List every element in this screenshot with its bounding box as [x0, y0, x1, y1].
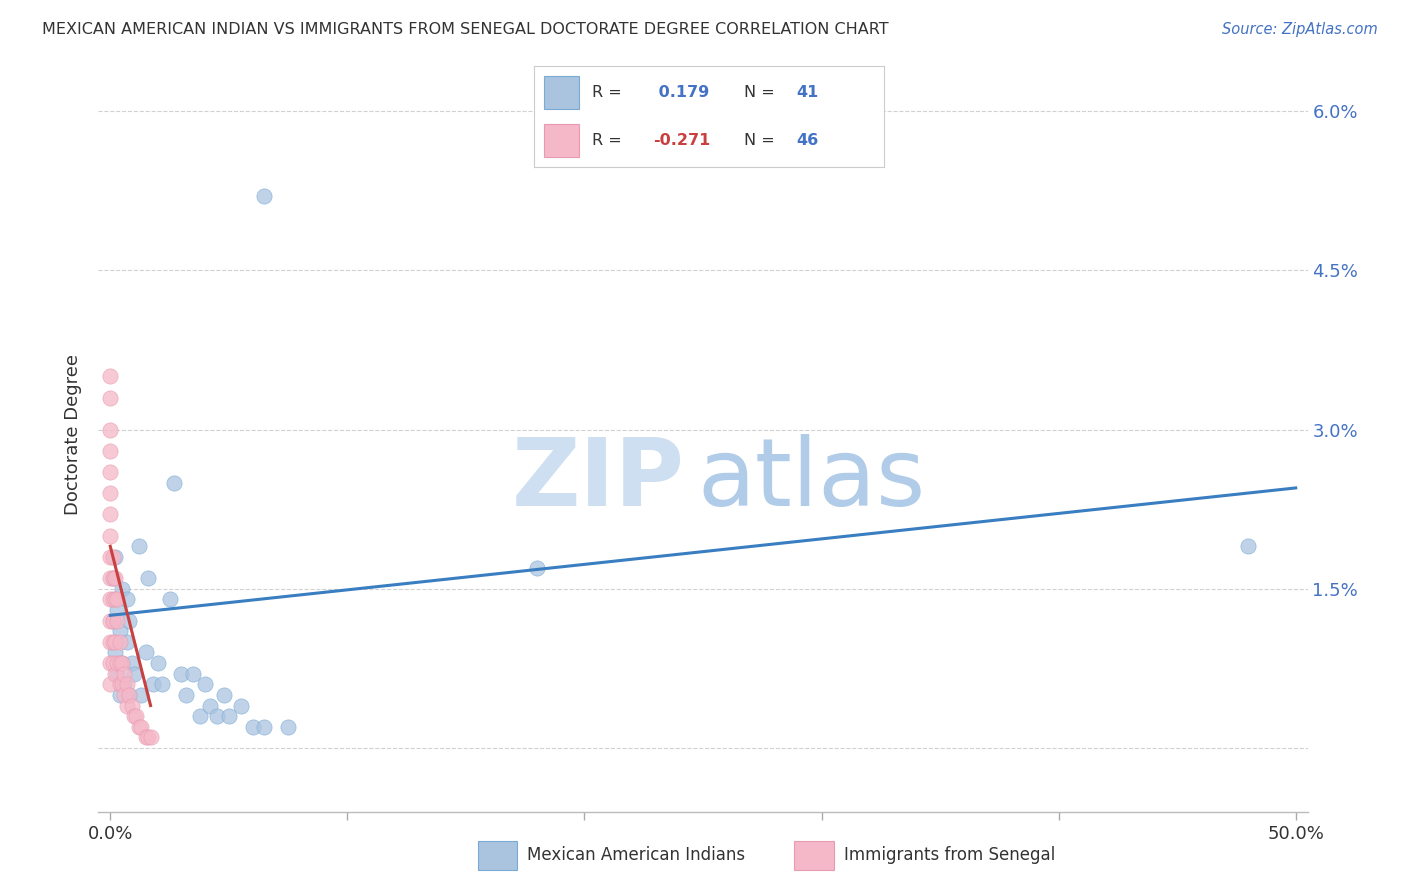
Point — [181, 666, 204, 681]
Point — [98, 508, 121, 522]
Point — [98, 369, 121, 384]
Point — [101, 614, 124, 628]
Point — [105, 603, 128, 617]
Point — [114, 666, 136, 681]
Point — [111, 656, 134, 670]
Text: ZIP: ZIP — [512, 434, 685, 526]
Point — [111, 582, 134, 596]
Point — [115, 698, 138, 713]
Point — [111, 677, 134, 691]
Point — [101, 592, 124, 607]
Point — [198, 698, 221, 713]
Point — [163, 475, 186, 490]
Point — [98, 656, 121, 670]
Point — [115, 592, 138, 607]
Point — [98, 443, 121, 458]
Point — [104, 645, 127, 659]
Point — [114, 688, 136, 702]
Point — [111, 656, 134, 670]
Point — [98, 592, 121, 607]
Point — [135, 645, 157, 659]
Point — [159, 592, 181, 607]
Point — [108, 635, 131, 649]
Point — [146, 656, 169, 670]
Point — [170, 666, 193, 681]
Point — [1237, 539, 1260, 553]
Point — [104, 635, 127, 649]
Point — [121, 656, 143, 670]
Point — [98, 486, 121, 500]
Point — [108, 656, 131, 670]
Point — [101, 635, 124, 649]
Point — [142, 677, 165, 691]
Point — [105, 666, 128, 681]
Text: atlas: atlas — [697, 434, 925, 526]
Point — [98, 465, 121, 479]
Point — [122, 709, 145, 723]
Point — [194, 677, 217, 691]
Point — [118, 614, 141, 628]
Point — [121, 698, 143, 713]
Text: Immigrants from Senegal: Immigrants from Senegal — [844, 847, 1054, 864]
Point — [212, 688, 235, 702]
Point — [253, 189, 276, 203]
Point — [253, 720, 276, 734]
Point — [118, 688, 141, 702]
Point — [229, 698, 252, 713]
Point — [98, 391, 121, 405]
Point — [101, 656, 124, 670]
Point — [136, 571, 159, 585]
Point — [98, 677, 121, 691]
Point — [105, 592, 128, 607]
Point — [104, 549, 127, 564]
Point — [128, 539, 150, 553]
Y-axis label: Doctorate Degree: Doctorate Degree — [65, 354, 83, 516]
Point — [129, 688, 152, 702]
Text: MEXICAN AMERICAN INDIAN VS IMMIGRANTS FROM SENEGAL DOCTORATE DEGREE CORRELATION : MEXICAN AMERICAN INDIAN VS IMMIGRANTS FR… — [42, 22, 889, 37]
Point — [98, 529, 121, 543]
Point — [104, 592, 127, 607]
Point — [114, 677, 136, 691]
Point — [101, 549, 124, 564]
Point — [152, 677, 174, 691]
Point — [190, 709, 212, 723]
Point — [122, 666, 145, 681]
Point — [98, 423, 121, 437]
Point — [104, 666, 127, 681]
Point — [115, 635, 138, 649]
Point — [174, 688, 197, 702]
Point — [101, 614, 124, 628]
Point — [135, 731, 157, 745]
Point — [101, 571, 124, 585]
Point — [115, 677, 138, 691]
Point — [104, 571, 127, 585]
Point — [205, 709, 228, 723]
Point — [98, 571, 121, 585]
Point — [139, 731, 162, 745]
Point — [98, 635, 121, 649]
Point — [105, 656, 128, 670]
Point — [98, 549, 121, 564]
Text: Source: ZipAtlas.com: Source: ZipAtlas.com — [1222, 22, 1378, 37]
Point — [118, 688, 141, 702]
Point — [108, 624, 131, 639]
Point — [129, 720, 152, 734]
Point — [526, 560, 548, 574]
Text: Mexican American Indians: Mexican American Indians — [527, 847, 745, 864]
Point — [218, 709, 240, 723]
Point — [108, 688, 131, 702]
Point — [136, 731, 159, 745]
Point — [242, 720, 264, 734]
Point — [277, 720, 299, 734]
Point — [108, 677, 131, 691]
Point — [98, 614, 121, 628]
Point — [128, 720, 150, 734]
Point — [125, 709, 148, 723]
Point — [101, 571, 124, 585]
Point — [105, 614, 128, 628]
